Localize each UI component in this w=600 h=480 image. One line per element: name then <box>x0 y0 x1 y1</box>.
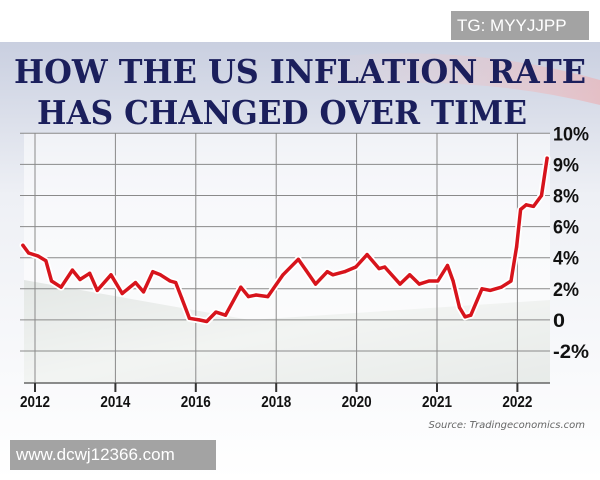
data-point <box>36 254 40 258</box>
x-tick-label: 2020 <box>342 394 372 411</box>
data-point <box>545 156 549 160</box>
data-point <box>354 265 358 269</box>
data-point <box>120 291 124 296</box>
y-tick-label: 10% <box>553 124 589 145</box>
data-point <box>524 203 528 207</box>
data-point <box>197 318 201 322</box>
x-tick-label: 2014 <box>100 394 130 411</box>
x-tick-label: 2012 <box>20 394 50 411</box>
data-point <box>417 282 421 286</box>
data-point <box>436 279 440 283</box>
data-point <box>133 280 138 285</box>
data-point <box>445 263 450 268</box>
y-tick-label: 9% <box>553 155 579 176</box>
y-tick-label: 2% <box>553 280 579 301</box>
data-point <box>158 273 163 277</box>
x-tick-label: 2016 <box>181 394 211 411</box>
grid <box>20 132 550 391</box>
data-point <box>214 310 218 314</box>
data-point <box>296 257 300 261</box>
data-point <box>480 287 484 291</box>
x-tick-label: 2022 <box>502 394 532 411</box>
data-point <box>377 266 381 271</box>
data-point <box>499 285 503 289</box>
x-tick-label: 2018 <box>261 394 291 411</box>
data-point <box>239 285 243 289</box>
data-point <box>531 204 536 208</box>
y-tick-label: 4% <box>553 249 579 270</box>
data-point <box>325 270 329 274</box>
data-point <box>44 259 48 263</box>
data-point <box>205 319 209 324</box>
x-axis: 2012 2014 2016 2018 2020 2021 2022 <box>20 383 532 411</box>
data-point <box>95 288 99 292</box>
series-group <box>19 154 551 325</box>
data-point <box>457 305 462 310</box>
data-point <box>174 280 178 285</box>
y-tick-label: -2% <box>553 342 589 363</box>
data-point <box>141 290 146 294</box>
data-point <box>187 316 191 320</box>
data-point <box>78 277 82 282</box>
y-axis: -2% 0 2% 4% 6% 8% 9% 10% <box>553 124 589 363</box>
data-point <box>59 285 63 289</box>
top-tag-label: TG: MYYJJPP <box>451 11 589 40</box>
data-point <box>254 293 258 297</box>
data-point <box>514 245 519 249</box>
data-point <box>168 279 172 283</box>
data-point <box>469 313 473 317</box>
watermark-label: www.dcwj12366.com <box>10 440 216 470</box>
data-point <box>408 273 412 277</box>
data-point <box>246 294 251 299</box>
data-point <box>451 279 455 283</box>
data-point <box>365 252 369 257</box>
data-point <box>488 288 492 292</box>
data-point <box>151 270 155 274</box>
data-point <box>180 296 184 300</box>
data-point <box>49 279 54 283</box>
flag-stripe <box>300 53 600 105</box>
x-tick-label: 2021 <box>422 394 452 411</box>
data-point <box>398 282 402 286</box>
data-point <box>304 268 308 272</box>
y-tick-label: 8% <box>553 187 579 208</box>
data-point <box>70 268 74 272</box>
data-point <box>109 273 113 277</box>
data-point <box>539 193 544 198</box>
data-point <box>313 282 318 286</box>
data-point <box>519 207 523 212</box>
data-point <box>21 243 25 247</box>
data-point <box>88 271 92 275</box>
data-point <box>266 294 270 299</box>
chart-title-line1: HOW THE US INFLATION RATE <box>14 52 586 91</box>
y-tick-label: 6% <box>553 218 579 239</box>
data-point <box>383 265 387 269</box>
data-point <box>427 279 431 283</box>
data-point <box>463 315 467 319</box>
source-note: Source: Tradingeconomics.com <box>429 420 586 431</box>
data-point <box>509 279 513 283</box>
y-tick-label: 0 <box>553 311 565 332</box>
chart-title-line2: HAS CHANGED OVER TIME <box>37 93 527 132</box>
data-point <box>342 270 347 274</box>
data-point <box>281 273 285 277</box>
data-point <box>26 251 31 255</box>
data-point <box>223 313 228 317</box>
data-point <box>331 273 335 277</box>
